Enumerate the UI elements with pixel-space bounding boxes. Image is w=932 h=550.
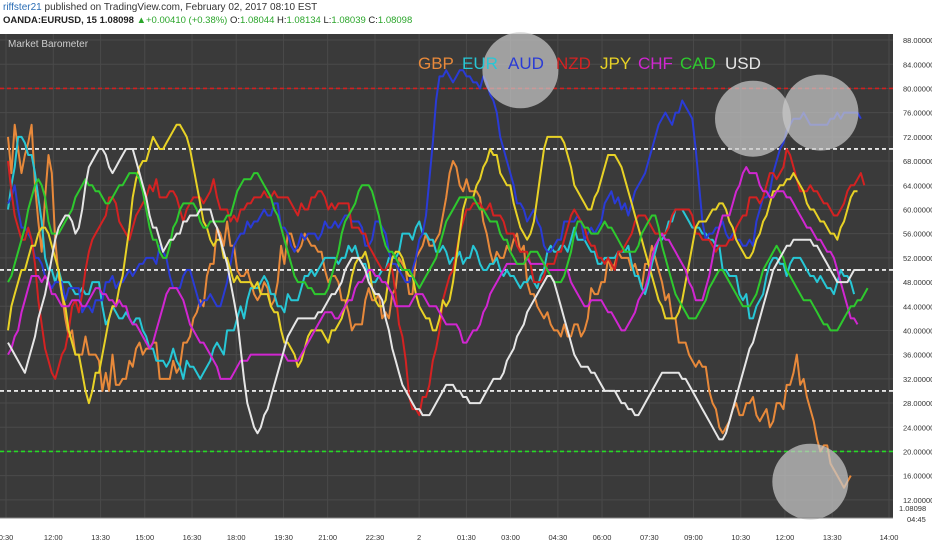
y-tick-label: 48.00000 [903,278,932,287]
market-barometer-chart[interactable]: Market Barometer GBP EUR AUD NZD JPY CHF CAD US… [0,28,932,550]
y-tick-label: 28.00000 [903,399,932,408]
y-tick-label: 16.00000 [903,472,932,481]
y-tick-label: 52.00000 [903,254,932,263]
x-tick-label: 12:00 [44,533,63,542]
x-tick-label: 03:00 [501,533,520,542]
y-tick-label: 72.00000 [903,133,932,142]
x-tick-label: 19:30 [274,533,293,542]
ohlc-value: 1.08044 [240,15,277,26]
ohlc-values: O:1.08044 H:1.08134 L:1.08039 C:1.08098 [230,15,412,26]
y-tick-label: 44.00000 [903,302,932,311]
series-line-cad [7,172,869,332]
series-line-usd [7,148,861,441]
y-axis-panel [893,28,932,550]
y-tick-label: 60.00000 [903,205,932,214]
x-tick-label: 10:30 [731,533,750,542]
legend-entry-aud: AUD [508,54,544,73]
ohlc-label: L: [323,15,332,26]
legend: GBP EUR AUD NZD JPY CHF CAD USD [418,54,761,73]
highlight-circle [482,32,559,109]
legend-entry-chf: CHF [638,54,673,73]
legend-entry-gbp: GBP [418,54,454,73]
legend-entry-nzd: NZD [556,54,591,73]
highlight-circle [715,80,792,157]
x-tick-label: 14:00 [880,533,899,542]
x-tick-label: 12:00 [776,533,795,542]
y-tick-label: 36.00000 [903,351,932,360]
highlight-circle [772,443,849,520]
symbol-label: OANDA:EURUSD, 15 [3,15,97,26]
y-tick-label: 84.00000 [903,60,932,69]
y-tick-label: 24.00000 [903,423,932,432]
price-label: 1.08098 [899,504,926,513]
y-tick-label: 32.00000 [903,375,932,384]
y-tick-label: 64.00000 [903,181,932,190]
x-tick-label: 22:30 [366,533,385,542]
y-tick-label: 12.00000 [903,496,932,505]
ohlc-label: O: [229,15,241,26]
x-tick-label: 04:30 [548,533,567,542]
x-tick-label: 09:00 [684,533,703,542]
series-line-chf [7,166,859,380]
legend-entry-eur: EUR [462,54,498,73]
legend-entry-jpy: JPY [600,54,631,73]
highlight-circles [482,32,859,520]
ohlc-value: 1.08039 [331,15,369,26]
up-arrow-icon: ▲ [136,15,146,26]
symbol-info: OANDA:EURUSD, 15 1.08098 ▲+0.00410 (+0.3… [3,15,412,26]
series-line-jpy [7,123,858,405]
y-tick-label: 20.00000 [903,447,932,456]
legend-entry-usd: USD [725,54,761,73]
ohlc-value: 1.08134 [286,15,324,26]
series-line-nzd [7,148,866,417]
x-tick-label: 2 [417,533,421,542]
ohlc-label: H: [277,15,287,26]
y-tick-label: 68.00000 [903,157,932,166]
x-tick-label: 18:00 [227,533,246,542]
time-label: 04:45 [907,515,926,524]
published-text: published on TradingView.com, February 0… [41,2,318,13]
x-tick-label: 16:30 [183,533,202,542]
legend-entry-cad: CAD [680,54,716,73]
last-price: 1.08098 [99,15,134,26]
x-tick-label: 07:30 [640,533,659,542]
y-tick-label: 40.00000 [903,326,932,335]
x-tick-label: 13:30 [91,533,110,542]
x-axis: 0:30 12:00 13:30 15:00 16:30 18:00 19:30 21:00 2… [0,517,899,542]
ohlc-value: 1.08098 [377,15,413,26]
y-tick-label: 88.00000 [903,36,932,45]
highlight-circle [782,74,859,151]
x-tick-label: 0:30 [0,533,13,542]
x-tick-label: 06:00 [593,533,612,542]
x-tick-label: 01:30 [457,533,476,542]
y-axis: 88.00000 84.00000 80.00000 76.00000 72.00000… [893,28,932,550]
y-tick-label: 56.00000 [903,230,932,239]
chart-title: Market Barometer [8,39,89,50]
x-tick-label: 13:30 [823,533,842,542]
price-change: +0.00410 (+0.38%) [146,15,228,26]
series-lines [7,69,869,489]
y-tick-label: 80.00000 [903,84,932,93]
x-tick-label: 15:00 [135,533,154,542]
username-link[interactable]: riffster21 [3,2,42,13]
x-tick-label: 21:00 [318,533,337,542]
ohlc-label: C: [368,15,378,26]
publish-info: riffster21 published on TradingView.com,… [3,2,317,13]
y-tick-label: 76.00000 [903,109,932,118]
